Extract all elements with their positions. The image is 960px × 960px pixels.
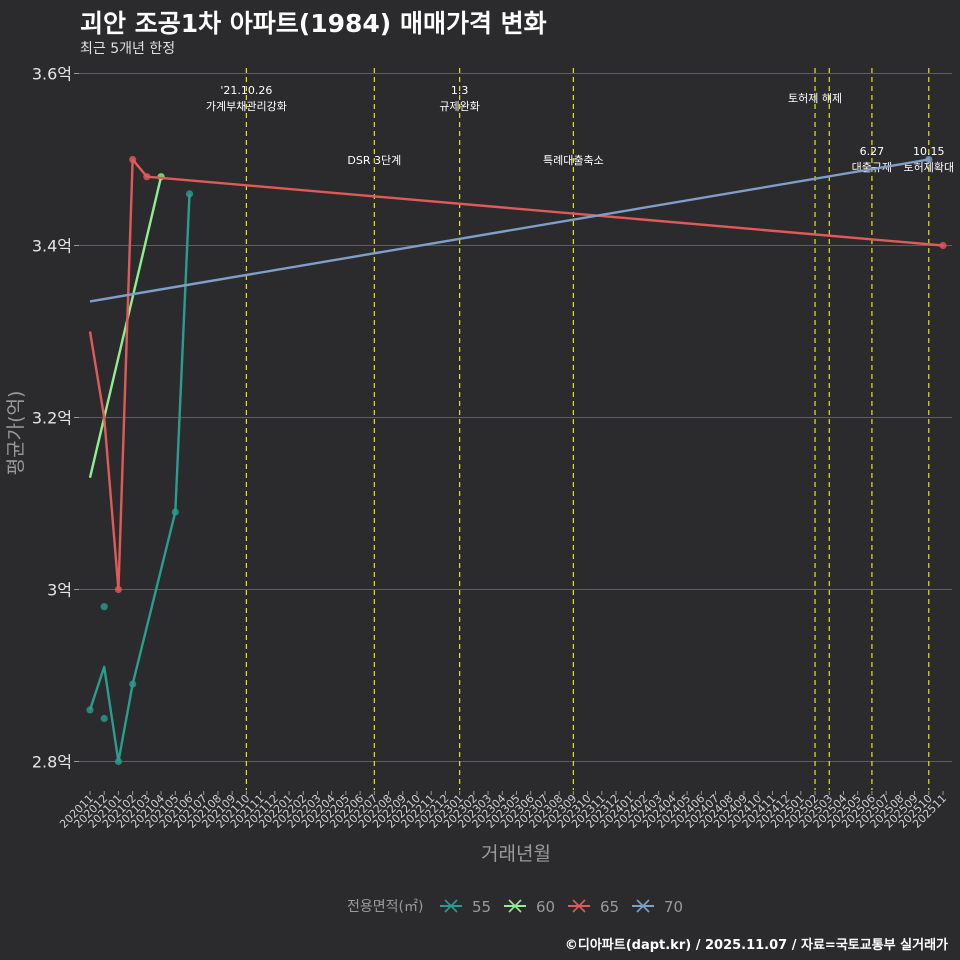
series-70 — [89, 155, 933, 303]
data-point — [114, 757, 123, 766]
chart-title: 괴안 조공1차 아파트(1984) 매매가격 변화 — [80, 9, 547, 38]
legend-item-55: 55 — [440, 898, 491, 916]
data-point — [129, 155, 137, 164]
legend-title: 전용면적(㎡) — [347, 899, 423, 915]
grid-lines — [79, 73, 952, 762]
data-point — [143, 173, 151, 181]
y-tick-label: 2.8억 — [32, 753, 72, 772]
series-line — [88, 193, 191, 763]
event-label: 10.15 — [913, 145, 945, 158]
data-series — [86, 155, 947, 766]
data-point — [925, 155, 933, 164]
data-point — [86, 706, 94, 714]
y-tick-label: 3.4억 — [32, 237, 72, 256]
x-axis-ticks: 2020112020122021012021022021032021042021… — [57, 791, 949, 831]
data-point — [185, 190, 194, 198]
event-label: '21.10.26 — [220, 84, 272, 97]
legend-item-70: 70 — [632, 898, 683, 916]
chart-subtitle: 최근 5개년 한정 — [80, 41, 176, 57]
event-label: 1.3 — [451, 84, 469, 97]
event-label: 6.27 — [860, 145, 885, 158]
legend-label: 65 — [600, 898, 619, 916]
legend-item-60: 60 — [504, 898, 555, 916]
legend-item-65: 65 — [568, 898, 619, 916]
x-axis-label: 거래년월 — [481, 843, 551, 865]
y-tick-label: 3.6억 — [32, 65, 72, 84]
event-label: 규제완화 — [439, 100, 479, 113]
y-tick-label: 3.2억 — [32, 409, 72, 428]
legend-label: 70 — [664, 898, 683, 916]
series-65 — [88, 155, 947, 594]
y-tick-label: 3억 — [47, 581, 72, 600]
event-label: DSR 3단계 — [347, 154, 401, 167]
event-label: 특례대출축소 — [543, 154, 604, 167]
legend-label: 55 — [472, 898, 491, 916]
event-label: 토허제확대 — [903, 161, 954, 174]
source-caption: ©디아파트(dapt.kr) / 2025.11.07 / 자료=국토교통부 실… — [564, 938, 948, 953]
legend-key-mark — [636, 899, 650, 913]
event-label: 가계부채관리강화 — [206, 100, 287, 113]
legend-key-mark — [508, 899, 522, 913]
legend: 전용면적(㎡) 55 60 65 70 — [347, 898, 683, 916]
series-line — [88, 158, 944, 591]
y-axis-ticks: 2.8억 3억 3.2억 3.4억 3.6억 — [32, 65, 79, 772]
series-55 — [86, 190, 194, 766]
series-line — [88, 176, 163, 478]
legend-key-mark — [444, 899, 458, 913]
series-line — [89, 158, 929, 303]
y-axis-label: 평균가(억) — [5, 391, 27, 476]
data-point — [100, 714, 108, 723]
data-point — [171, 508, 179, 516]
event-label: 토허제 해제 — [788, 91, 842, 105]
legend-label: 60 — [536, 898, 555, 916]
data-point — [129, 680, 137, 688]
data-point — [114, 585, 123, 594]
data-point — [939, 241, 947, 250]
legend-key-mark — [572, 899, 586, 913]
data-point — [100, 603, 108, 611]
